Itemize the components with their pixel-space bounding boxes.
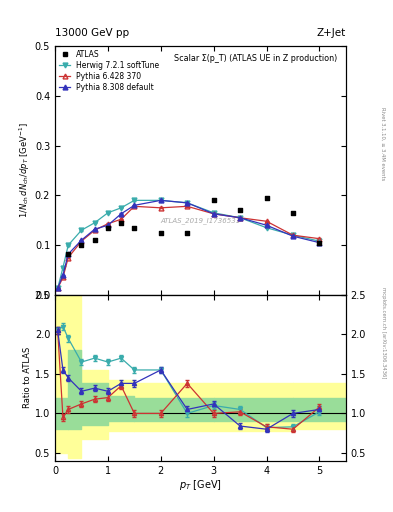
Point — [158, 228, 164, 237]
Point — [92, 236, 98, 244]
Text: ATLAS_2019_I1736531: ATLAS_2019_I1736531 — [160, 217, 241, 224]
Text: Z+Jet: Z+Jet — [317, 28, 346, 38]
Text: mcplots.cern.ch [arXiv:1306.3436]: mcplots.cern.ch [arXiv:1306.3436] — [381, 287, 386, 378]
Text: Scalar Σ(p_T) (ATLAS UE in Z production): Scalar Σ(p_T) (ATLAS UE in Z production) — [174, 54, 337, 62]
Y-axis label: Ratio to ATLAS: Ratio to ATLAS — [23, 347, 32, 409]
Point — [78, 241, 84, 249]
Point — [65, 250, 72, 258]
Legend: ATLAS, Herwig 7.2.1 softTune, Pythia 6.428 370, Pythia 8.308 default: ATLAS, Herwig 7.2.1 softTune, Pythia 6.4… — [57, 48, 161, 93]
Text: Rivet 3.1.10, ≥ 3.4M events: Rivet 3.1.10, ≥ 3.4M events — [381, 106, 386, 180]
Point — [316, 239, 323, 247]
Point — [263, 194, 270, 202]
Text: 13000 GeV pp: 13000 GeV pp — [55, 28, 129, 38]
X-axis label: $p_T$ [GeV]: $p_T$ [GeV] — [179, 478, 222, 493]
Point — [237, 206, 243, 215]
Y-axis label: $1/N_{\rm ch}\,dN_{\rm ch}/dp_T$ [GeV$^{-1}$]: $1/N_{\rm ch}\,dN_{\rm ch}/dp_T$ [GeV$^{… — [18, 122, 32, 219]
Point — [211, 196, 217, 204]
Point — [105, 224, 111, 232]
Point — [290, 209, 296, 217]
Point — [184, 228, 190, 237]
Point — [131, 224, 138, 232]
Point — [118, 219, 124, 227]
